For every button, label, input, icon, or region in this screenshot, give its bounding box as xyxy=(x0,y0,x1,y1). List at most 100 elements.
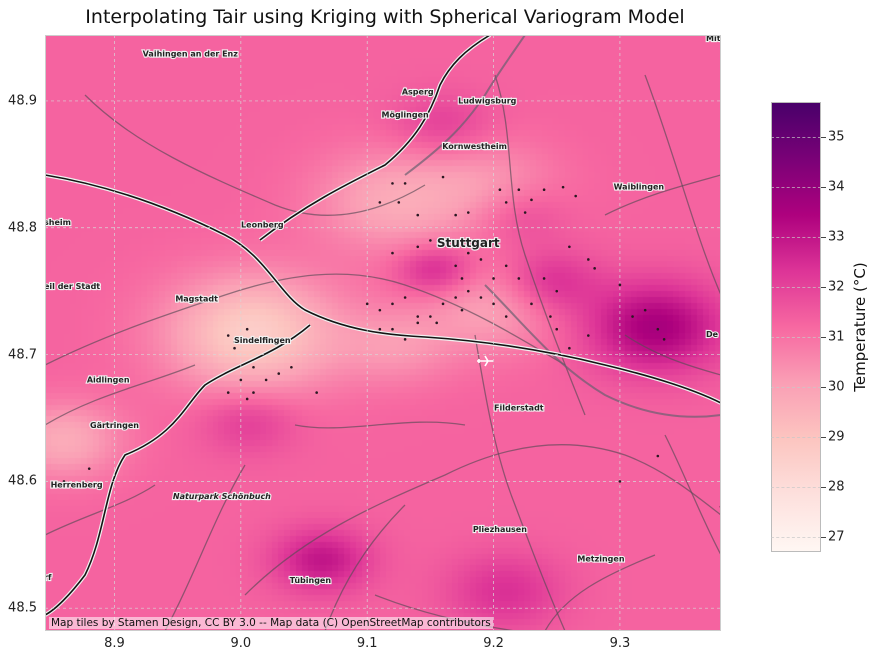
station-point xyxy=(264,378,268,382)
station-point xyxy=(504,201,508,204)
station-point xyxy=(441,302,445,306)
station-point xyxy=(517,277,521,280)
colorbar-gridline xyxy=(771,187,821,188)
colorbar xyxy=(771,102,821,552)
station-point xyxy=(466,289,470,293)
colorbar-gridline xyxy=(771,437,821,438)
colorbar-label: Temperature (°C) xyxy=(851,262,869,392)
station-point xyxy=(245,327,249,331)
station-point xyxy=(523,211,527,214)
place-label-sindelfingen: Sindelfingen xyxy=(234,336,291,345)
station-point xyxy=(441,239,445,242)
station-point xyxy=(416,213,420,217)
station-point xyxy=(429,239,432,242)
colorbar-gridline xyxy=(771,487,821,488)
station-point xyxy=(245,397,249,401)
station-point xyxy=(587,258,590,261)
colorbar-tick-label: 34 xyxy=(828,179,845,195)
station-point xyxy=(290,365,293,369)
station-point xyxy=(226,334,230,337)
colorbar-tickmark xyxy=(821,187,826,188)
station-point xyxy=(454,264,457,268)
station-point xyxy=(631,315,634,318)
y-tick-label: 48.5 xyxy=(8,600,37,616)
map-attribution: Map tiles by Stamen Design, CC BY 3.0 --… xyxy=(49,617,493,629)
station-point xyxy=(593,267,596,270)
station-point xyxy=(233,346,236,350)
station-point xyxy=(656,454,660,458)
station-point xyxy=(479,296,483,299)
edge-label-left-middle: eil der Stadt xyxy=(45,282,100,291)
colorbar-tick-label: 31 xyxy=(828,329,845,345)
station-point xyxy=(479,258,483,261)
edge-label-left-upper: sheim xyxy=(45,218,71,227)
station-point xyxy=(517,188,521,192)
colorbar-tick-label: 29 xyxy=(828,429,845,445)
colorbar-tickmark xyxy=(821,387,826,388)
colorbar-tick-label: 27 xyxy=(828,529,845,545)
station-point xyxy=(662,338,666,341)
station-point xyxy=(315,391,318,394)
y-tick-label: 48.7 xyxy=(8,347,37,363)
station-point xyxy=(378,308,382,312)
station-point xyxy=(656,327,660,331)
place-label-magstadt: Magstadt xyxy=(175,294,218,303)
colorbar-gridline xyxy=(771,237,821,238)
place-label-t-bingen: Tübingen xyxy=(290,576,332,585)
station-point xyxy=(391,302,394,306)
airport-icon xyxy=(477,355,493,367)
station-point xyxy=(416,245,420,249)
station-point xyxy=(391,251,394,255)
map-frame xyxy=(45,35,721,631)
station-point xyxy=(397,201,401,204)
colorbar-tick-label: 33 xyxy=(828,229,845,245)
station-point xyxy=(87,467,91,470)
station-point xyxy=(466,251,470,255)
place-label-vaihingen-an-der-enz: Vaihingen an der Enz xyxy=(143,50,239,59)
station-point xyxy=(365,302,369,306)
map-plot-area[interactable]: Vaihingen an der Enz Asperg Ludwigsburg Mög… xyxy=(45,35,721,631)
colorbar-tick-label: 32 xyxy=(828,279,845,295)
place-labels: Vaihingen an der Enz Asperg Ludwigsburg Mög… xyxy=(50,48,666,585)
station-point xyxy=(429,315,432,318)
station-point xyxy=(542,188,546,192)
station-point xyxy=(492,277,495,280)
station-point xyxy=(226,391,230,394)
station-point xyxy=(416,321,420,325)
y-tick-label: 48.6 xyxy=(8,473,37,489)
x-tick-label: 9.3 xyxy=(609,636,631,651)
station-point xyxy=(454,296,457,299)
station-point xyxy=(378,201,382,204)
station-point xyxy=(391,327,394,331)
colorbar-gridline xyxy=(771,537,821,538)
place-label-leonberg: Leonberg xyxy=(241,221,284,230)
station-point xyxy=(498,188,502,192)
x-tick-label: 9.2 xyxy=(483,636,504,651)
x-tick-label: 9.1 xyxy=(356,636,378,651)
colorbar-tickmark xyxy=(821,137,826,138)
station-point xyxy=(435,321,439,325)
place-label-stuttgart: Stuttgart xyxy=(437,236,500,250)
map-title: Interpolating Tair using Kriging with Sp… xyxy=(85,6,685,28)
station-point xyxy=(492,302,495,306)
neckar-river xyxy=(404,35,721,418)
colorbar-tickmark xyxy=(821,437,826,438)
station-point xyxy=(504,264,508,268)
station-point xyxy=(574,194,577,198)
colorbar-gridline xyxy=(771,387,821,388)
station-point xyxy=(549,315,552,318)
y-tick-label: 48.8 xyxy=(8,220,37,236)
kriging-map[interactable]: Vaihingen an der Enz Asperg Ludwigsburg Mög… xyxy=(45,35,721,631)
edge-label-top-right: Mit xyxy=(706,35,721,43)
station-point xyxy=(587,334,590,337)
station-point xyxy=(460,308,464,312)
colorbar-tickmark xyxy=(821,487,826,488)
station-point xyxy=(454,213,457,217)
station-points xyxy=(62,175,721,509)
station-point xyxy=(643,308,647,312)
colorbar-tick-label: 35 xyxy=(828,129,845,145)
station-point xyxy=(252,365,255,369)
station-point xyxy=(403,182,407,185)
station-point xyxy=(62,480,66,483)
place-label-g-rtringen: Gärtringen xyxy=(90,421,139,430)
